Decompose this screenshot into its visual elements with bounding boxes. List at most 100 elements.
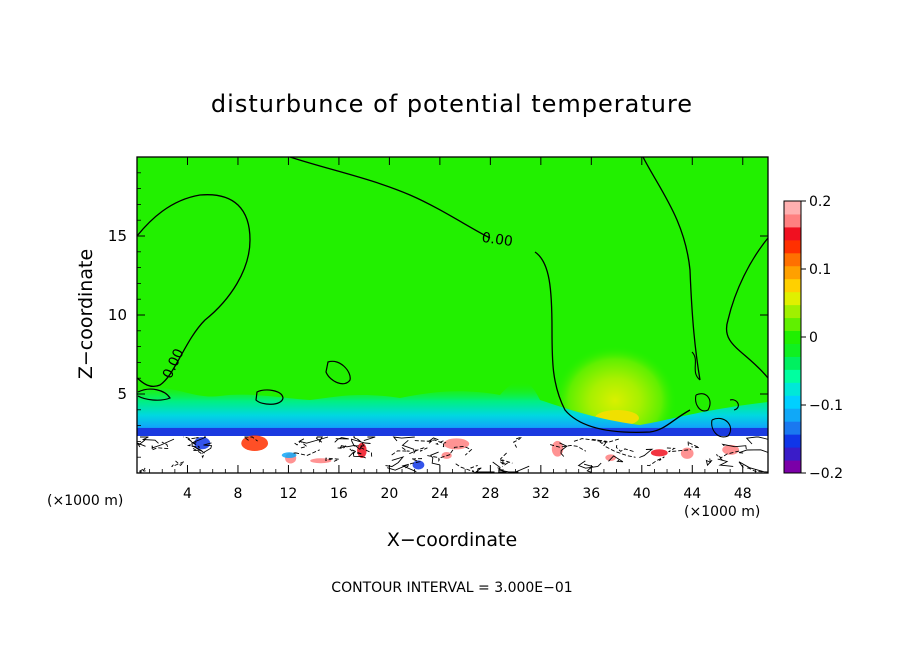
surface-contour bbox=[294, 440, 308, 449]
colorbar: 0.2 0.1 0 −0.1 −0.2 bbox=[783, 194, 843, 482]
x-tick-label: 36 bbox=[582, 486, 600, 502]
colorbar-cell bbox=[784, 213, 801, 228]
colorbar-cell bbox=[784, 265, 801, 280]
y-axis-label: Z−coordinate bbox=[75, 249, 97, 379]
contour-line-right bbox=[642, 157, 768, 381]
surface-patch bbox=[680, 447, 694, 459]
surface-contour bbox=[474, 467, 495, 473]
surface-contour bbox=[350, 438, 371, 447]
cool-band bbox=[137, 381, 768, 438]
x-tick-label: 4 bbox=[183, 486, 192, 502]
colorbar-tick-label: −0.1 bbox=[809, 398, 843, 414]
surface-contour bbox=[550, 444, 587, 452]
y-tick-label: 10 bbox=[108, 306, 127, 324]
colorbar-cell bbox=[784, 343, 801, 357]
y-axis-ticks: 5 10 15 bbox=[108, 172, 768, 458]
x-tick-label: 8 bbox=[233, 486, 242, 502]
surface-contour bbox=[337, 445, 347, 450]
colorbar-cell bbox=[784, 421, 801, 435]
surface-contour bbox=[646, 456, 665, 467]
contour-blob-2 bbox=[255, 389, 284, 405]
surface-contour bbox=[705, 458, 713, 467]
surface-contour bbox=[325, 457, 341, 462]
surface-contour bbox=[615, 445, 635, 453]
surface-contour bbox=[315, 436, 323, 443]
surface-contour bbox=[183, 436, 199, 440]
colorbar-cells bbox=[784, 201, 801, 474]
colorbar-cell bbox=[784, 278, 801, 293]
chart-title: disturbunce of potential temperature bbox=[211, 90, 693, 118]
x-tick-label: 12 bbox=[280, 486, 298, 502]
surface-contour bbox=[354, 445, 373, 459]
colorbar-tick-label: 0.1 bbox=[809, 262, 831, 278]
colorbar-cell bbox=[784, 447, 801, 461]
surface-patch bbox=[605, 454, 617, 462]
surface-patch bbox=[443, 438, 470, 450]
contour-cluster-right bbox=[691, 351, 739, 438]
surface-contour bbox=[139, 467, 146, 473]
surface-contour bbox=[191, 442, 205, 459]
colorbar-cell bbox=[784, 330, 801, 344]
x-tick-label: 44 bbox=[683, 486, 701, 502]
surface-contour bbox=[455, 463, 478, 473]
surface-contour bbox=[401, 439, 417, 455]
surface-contour bbox=[577, 460, 602, 469]
blue-strip bbox=[137, 428, 768, 436]
colorbar-tick-label: 0 bbox=[809, 330, 818, 346]
surface-contour bbox=[603, 442, 636, 458]
surface-contour bbox=[152, 441, 169, 451]
surface-contour bbox=[608, 455, 624, 463]
contour-blob-1 bbox=[325, 360, 351, 385]
surface-contour bbox=[513, 436, 522, 448]
x-axis-ticks: 4 8 12 16 20 24 28 32 36 40 44 48 bbox=[149, 157, 756, 502]
surface-contour bbox=[348, 451, 366, 459]
y-tick-label: 5 bbox=[117, 385, 127, 403]
surface-contour bbox=[293, 449, 320, 456]
surface-contour bbox=[666, 447, 692, 453]
surface-contour bbox=[717, 458, 734, 467]
surface-contour bbox=[450, 445, 473, 456]
surface-contour bbox=[405, 458, 423, 469]
colorbar-cell bbox=[784, 291, 801, 306]
contour-interval-note: CONTOUR INTERVAL = 3.000E−01 bbox=[331, 580, 572, 596]
surface-contour bbox=[639, 448, 654, 458]
surface-contour bbox=[427, 454, 451, 462]
surface-contour bbox=[715, 450, 741, 461]
surface-contour bbox=[738, 461, 765, 473]
x-unit-left: (×1000 m) bbox=[47, 493, 123, 509]
surface-contour bbox=[151, 438, 175, 450]
surface-contours bbox=[137, 435, 768, 473]
surface-contour bbox=[738, 449, 768, 454]
surface-contour bbox=[354, 436, 365, 447]
colorbar-tick-label: −0.2 bbox=[809, 466, 843, 482]
contour-blob-3 bbox=[137, 388, 171, 401]
colorbar-cell bbox=[784, 304, 801, 319]
surface-contour bbox=[387, 463, 417, 473]
colorbar-cell bbox=[784, 369, 801, 383]
colorbar-cell bbox=[784, 317, 801, 332]
x-tick-label: 40 bbox=[633, 486, 651, 502]
x-tick-label: 28 bbox=[481, 486, 499, 502]
surface-contour bbox=[242, 436, 258, 442]
colorbar-cell bbox=[784, 434, 801, 448]
colorbar-cell bbox=[784, 239, 801, 254]
surface-patch bbox=[357, 442, 367, 458]
surface-contour bbox=[583, 463, 594, 473]
surface-contour bbox=[427, 437, 439, 444]
surface-contour bbox=[430, 451, 441, 466]
x-tick-label: 20 bbox=[380, 486, 398, 502]
x-axis-label: X−coordinate bbox=[387, 529, 517, 551]
surface-patch bbox=[310, 458, 332, 464]
contour-label: 0.00 bbox=[481, 230, 514, 250]
surface-contour bbox=[409, 447, 428, 455]
x-tick-label: 24 bbox=[431, 486, 449, 502]
surface-contour bbox=[745, 436, 768, 445]
colorbar-cell bbox=[784, 382, 801, 396]
colorbar-cell bbox=[784, 226, 801, 241]
surface-contour bbox=[721, 443, 747, 450]
surface-contour bbox=[353, 436, 360, 442]
field-layer bbox=[137, 157, 768, 473]
surface-contour bbox=[391, 446, 410, 456]
